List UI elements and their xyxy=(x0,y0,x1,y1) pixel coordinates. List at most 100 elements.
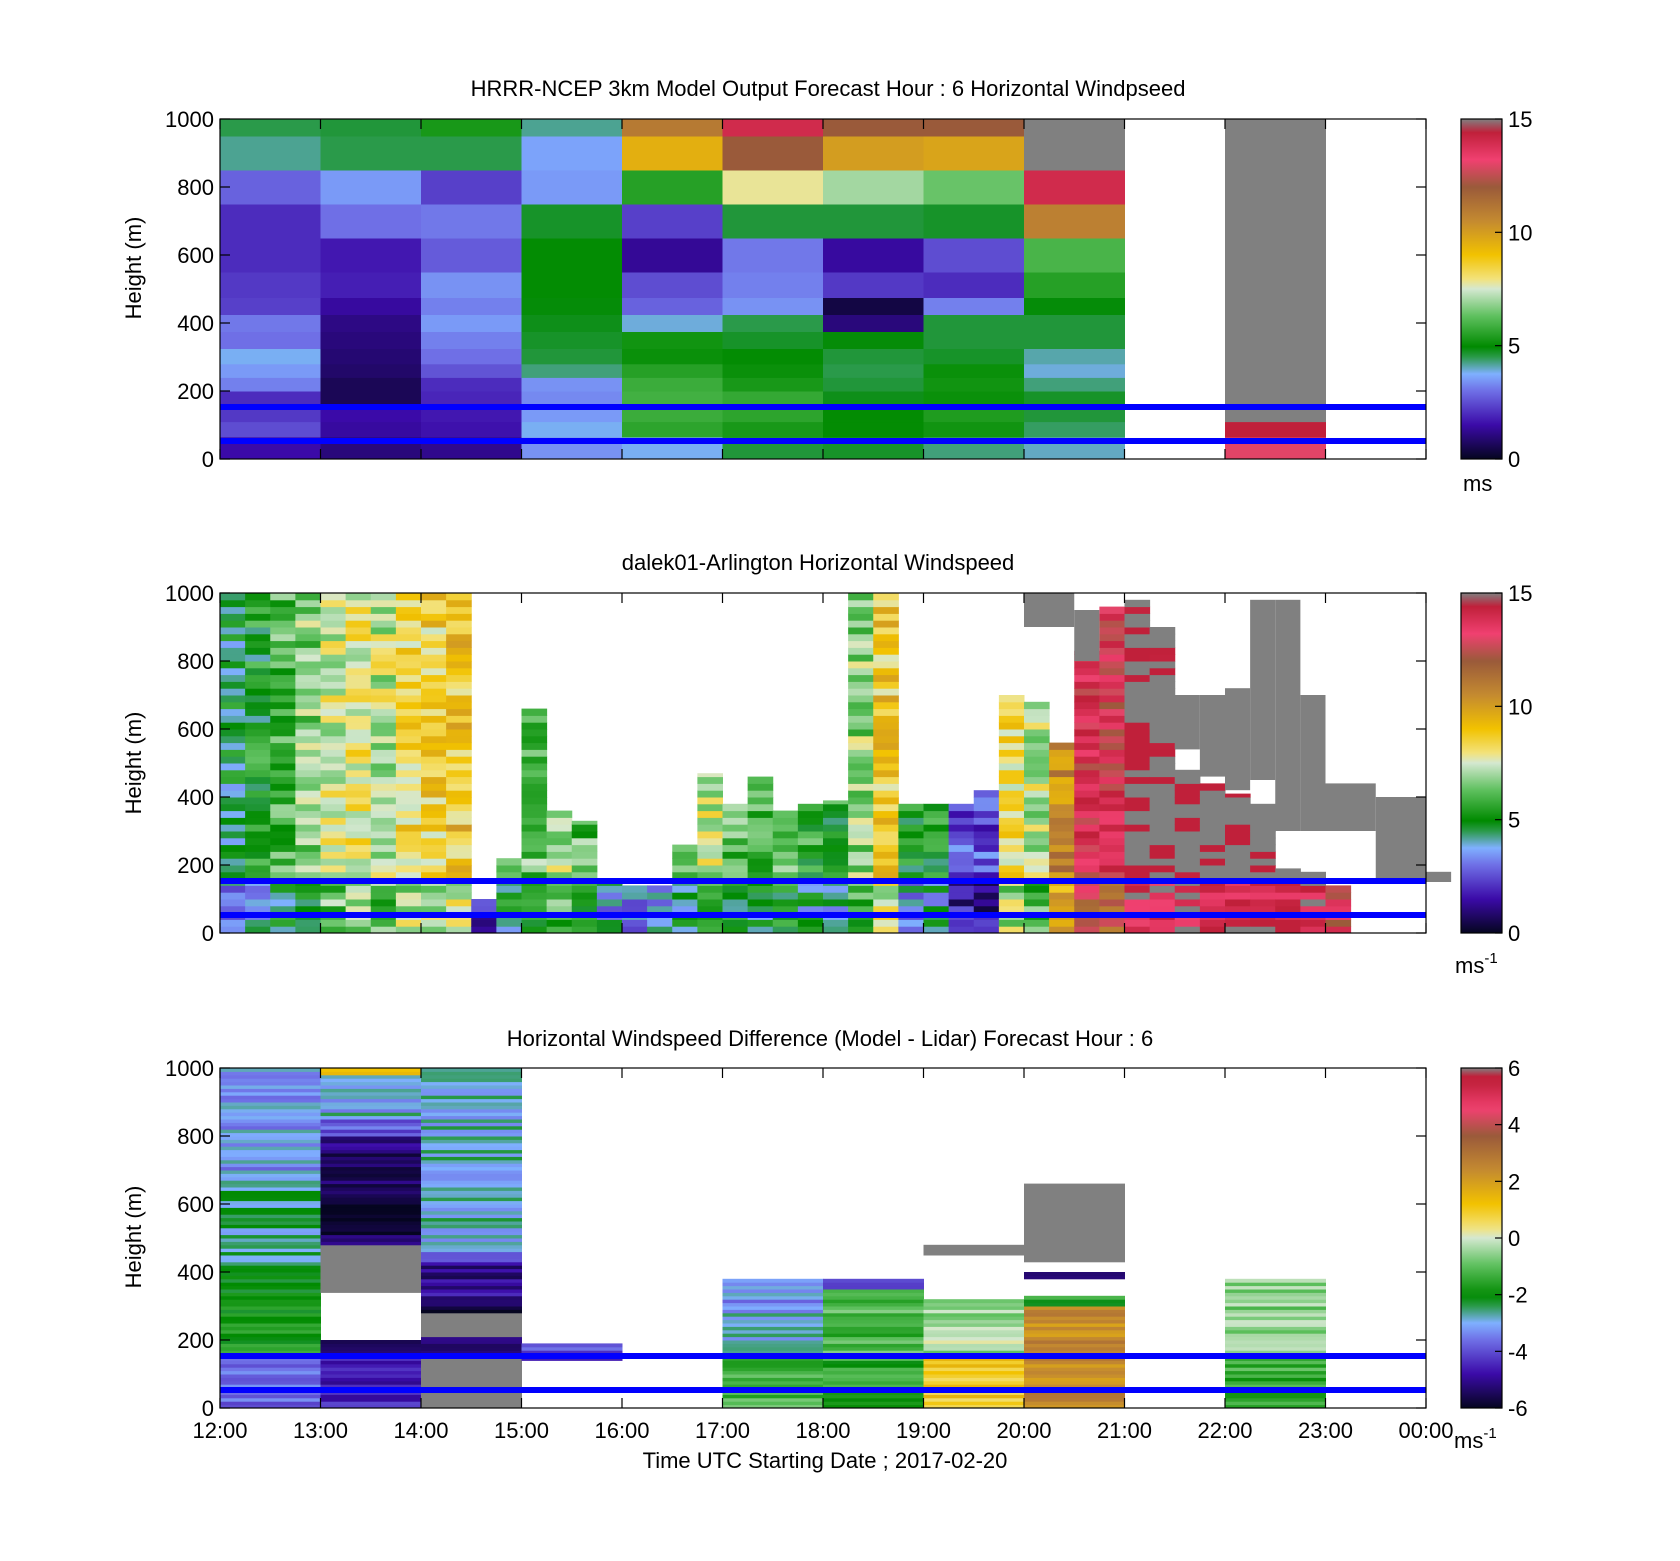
heatmap-cell xyxy=(1024,817,1050,825)
heatmap-cell xyxy=(1074,885,1100,893)
heatmap-cell xyxy=(1024,136,1125,171)
heatmap-cell xyxy=(823,1370,924,1375)
heatmap-cell xyxy=(823,406,924,423)
heatmap-cell xyxy=(1124,667,1151,676)
heatmap-cell xyxy=(1024,1183,1125,1188)
heatmap-cell xyxy=(345,837,372,846)
heatmap-cell xyxy=(998,708,1025,716)
heatmap-cell xyxy=(220,1074,321,1079)
heatmap-cell xyxy=(270,742,296,750)
heatmap-cell xyxy=(220,1397,321,1402)
heatmap-cell xyxy=(421,844,447,852)
heatmap-cell xyxy=(370,695,397,703)
heatmap-cell xyxy=(521,238,623,273)
heatmap-cell xyxy=(1124,688,1151,696)
heatmap-cell xyxy=(521,803,548,812)
heatmap-cell xyxy=(370,797,397,805)
heatmap-cell xyxy=(345,613,372,621)
heatmap-cell xyxy=(647,885,673,893)
heatmap-cell xyxy=(320,1275,422,1280)
heatmap-cell xyxy=(421,756,447,764)
heatmap-cell xyxy=(1049,858,1075,866)
heatmap-cell xyxy=(823,1336,924,1341)
heatmap-cell xyxy=(1024,701,1050,710)
heatmap-cell xyxy=(1149,831,1176,839)
heatmap-cell xyxy=(873,803,899,812)
heatmap-cell xyxy=(421,1098,522,1103)
heatmap-cell xyxy=(747,776,774,784)
heatmap-cell xyxy=(320,1227,422,1232)
heatmap-cell xyxy=(1325,899,1352,907)
heatmap-cell xyxy=(1024,1207,1125,1212)
colorbar-gradient xyxy=(1460,118,1503,460)
heatmap-cell xyxy=(220,363,321,378)
heatmap-cell xyxy=(1024,892,1050,900)
heatmap-cell xyxy=(270,885,296,893)
heatmap-cell xyxy=(220,1088,321,1093)
heatmap-cell xyxy=(220,314,321,332)
heatmap-cell xyxy=(370,892,397,900)
heatmap-cell xyxy=(446,919,472,927)
heatmap-cell xyxy=(295,763,321,771)
heatmap-cell xyxy=(923,363,1025,378)
heatmap-cell xyxy=(320,1282,422,1287)
heatmap-cell xyxy=(320,1217,422,1222)
heatmap-cell xyxy=(421,1166,522,1171)
heatmap-cell xyxy=(421,871,447,880)
heatmap-cell xyxy=(873,742,899,750)
heatmap-cell xyxy=(923,919,950,927)
heatmap-cell xyxy=(848,620,874,628)
heatmap-cell xyxy=(1149,661,1176,669)
heatmap-cell xyxy=(1024,272,1125,298)
heatmap-cell xyxy=(1099,844,1125,852)
heatmap-cell xyxy=(722,831,749,839)
heatmap-cell xyxy=(220,272,321,298)
heatmap-cell xyxy=(270,858,296,866)
heatmap-cell xyxy=(1099,701,1125,710)
heatmap-cell xyxy=(220,681,246,689)
heatmap-cell xyxy=(848,926,874,934)
heatmap-cell xyxy=(747,905,774,914)
heatmap-cell xyxy=(622,238,723,273)
heatmap-cell xyxy=(521,136,623,171)
heatmap-cell xyxy=(270,926,296,934)
heatmap-cell xyxy=(823,331,924,349)
heatmap-cell xyxy=(797,926,824,934)
heatmap-cell xyxy=(1149,858,1176,866)
heatmap-cell xyxy=(1024,1248,1125,1253)
heatmap-cell xyxy=(1300,885,1326,893)
heatmap-cell xyxy=(1024,735,1050,744)
heatmap-cell xyxy=(220,348,321,365)
heatmap-cell xyxy=(1074,661,1100,669)
heatmap-cell xyxy=(220,729,246,737)
heatmap-cell xyxy=(1024,1299,1125,1304)
heatmap-cell xyxy=(370,817,397,825)
heatmap-cell xyxy=(1174,899,1201,907)
heatmap-cell xyxy=(1225,1346,1326,1351)
heatmap-cell xyxy=(421,919,447,927)
heatmap-cell xyxy=(973,824,1000,832)
heatmap-cell xyxy=(220,1329,321,1334)
heatmap-cell xyxy=(521,783,548,791)
heatmap-cell xyxy=(998,851,1025,859)
heatmap-cell xyxy=(245,729,271,737)
heatmap-cell xyxy=(320,837,347,846)
heatmap-cell xyxy=(220,1125,321,1130)
heatmap-cell xyxy=(1225,1367,1326,1372)
heatmap-cell xyxy=(446,742,472,750)
heatmap-cell xyxy=(220,1234,321,1239)
heatmap-cell xyxy=(270,735,296,744)
heatmap-cell xyxy=(1124,742,1151,750)
heatmap-cell xyxy=(823,858,849,866)
heatmap-cell xyxy=(320,406,422,423)
heatmap-cell xyxy=(220,1078,321,1083)
heatmap-cell xyxy=(596,885,623,893)
heatmap-cell xyxy=(923,1306,1025,1310)
heatmap-cell xyxy=(823,871,849,880)
heatmap-cell xyxy=(1225,1292,1326,1297)
heatmap-cell xyxy=(421,1238,522,1242)
heatmap-cell xyxy=(446,620,472,628)
heatmap-cell xyxy=(1225,170,1326,205)
heatmap-cell xyxy=(1149,871,1176,880)
